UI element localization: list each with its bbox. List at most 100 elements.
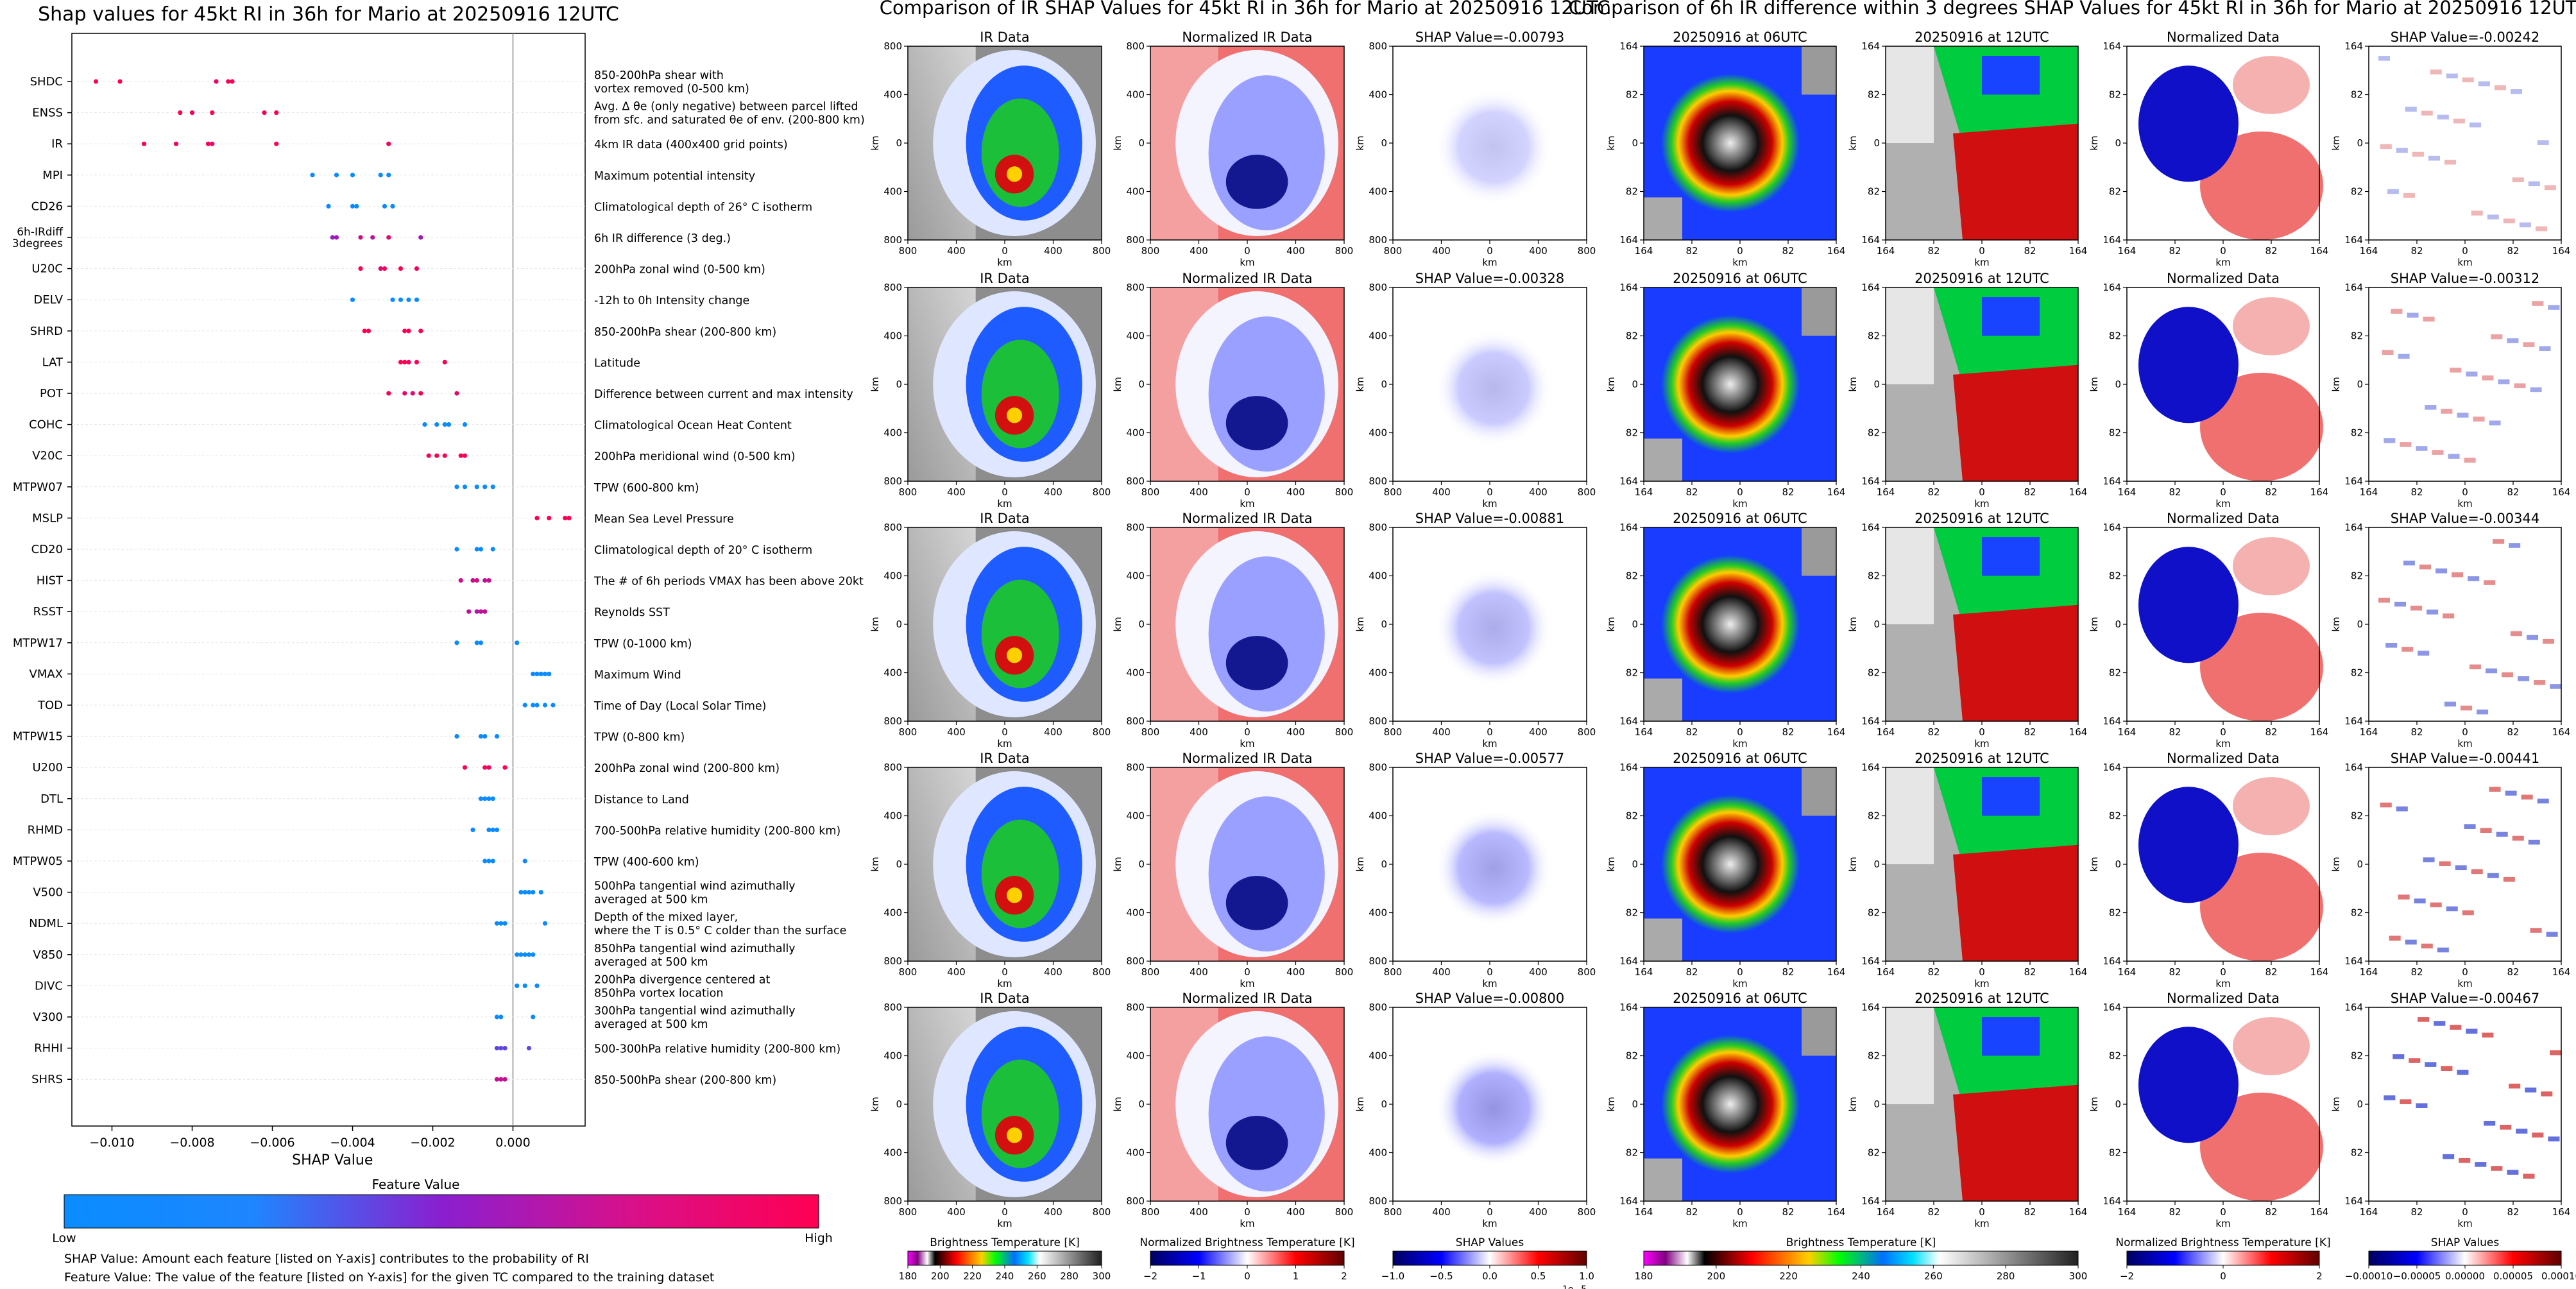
shap-point (499, 921, 504, 926)
ir-norm-colorbar-tick-label: 2 (1341, 1270, 1347, 1282)
x-tick-label: 400 (1044, 245, 1062, 257)
x-axis-label: km (1732, 978, 1747, 989)
shap-field-speck (2453, 118, 2465, 124)
shap-field-speck (2378, 597, 2390, 603)
x-tick-label: 0 (2220, 726, 2226, 738)
x-tick-label: 82 (1782, 486, 1794, 498)
shap-field-speck (2519, 222, 2531, 228)
feature-description: 850-200hPa shear (200-800 km) (594, 326, 776, 339)
feature-name: V20C (32, 449, 63, 463)
shap-field-speck (2446, 73, 2458, 79)
y-axis-label: km (1354, 377, 1366, 391)
x-tick-label: 800 (1141, 726, 1160, 738)
field-eye (1007, 887, 1023, 903)
y-tick-label: 400 (1126, 907, 1145, 919)
note-feature-value: Feature Value: The value of the feature … (64, 1270, 714, 1285)
x-tick-label: 400 (1286, 245, 1305, 257)
x-tick-label: 800 (1384, 486, 1403, 498)
ir-bt-colorbar-tick-label: 260 (1028, 1270, 1046, 1282)
shap-field-speck (2378, 56, 2390, 61)
y-tick-label: 164 (1861, 1195, 1880, 1207)
y-tick-label: 800 (1126, 1195, 1145, 1207)
irdiff-06utc-title: 20250916 at 06UTC (1673, 30, 1807, 45)
x-tick-label: 0 (1487, 966, 1493, 978)
y-axis-label: km (1354, 135, 1366, 150)
y-tick-label: 82 (2109, 667, 2121, 679)
y-axis-label: km (2330, 617, 2342, 631)
y-tick-label: 164 (1861, 40, 1880, 52)
shap-point (482, 858, 488, 864)
x-axis-label: km (2215, 978, 2230, 989)
shap-field-speck (2434, 1021, 2446, 1026)
y-axis-label: km (869, 135, 881, 150)
x-tick-label: 400 (947, 486, 966, 498)
field-band (1982, 297, 2040, 336)
shap-field-speck (2535, 226, 2547, 232)
y-axis-label: km (1847, 377, 1859, 391)
x-tick-label: 800 (1335, 726, 1354, 738)
y-tick-label: 164 (1619, 522, 1638, 533)
shap-point (462, 765, 468, 770)
y-tick-label: 800 (883, 715, 902, 727)
shap-point (402, 359, 407, 365)
shap-field-speck (2528, 181, 2540, 187)
feature-name: DIVC (35, 979, 63, 993)
shap-field-speck (2419, 564, 2432, 570)
shap-field-speck (2527, 635, 2539, 640)
x-tick-label: 400 (1432, 966, 1451, 978)
y-tick-label: 164 (1619, 1002, 1638, 1013)
y-tick-label: 0 (1138, 379, 1145, 390)
y-tick-label: 800 (1369, 234, 1387, 246)
shap-point (482, 734, 488, 739)
shap-field-speck (2509, 543, 2521, 548)
x-tick-label: 0 (1737, 726, 1743, 738)
shap-field-speck (2428, 155, 2440, 161)
x-tick-label: 82 (1685, 245, 1698, 257)
shap-point (478, 547, 484, 552)
x-tick-label: 0 (1002, 1206, 1008, 1218)
field-eye (1661, 74, 1800, 212)
shap-point (262, 110, 267, 115)
shap-field-speck (2550, 684, 2562, 689)
x-tick-label: 82 (2169, 726, 2181, 738)
y-axis-label: km (1112, 377, 1123, 391)
shap-point (531, 890, 536, 895)
feature-name: SHRS (31, 1073, 63, 1086)
feature-name: LAT (42, 355, 64, 369)
feature-name: DELV (33, 293, 63, 307)
x-tick-label: 800 (1093, 245, 1111, 257)
x-tick-label: 0 (1737, 486, 1743, 498)
x-tick-label: −0.004 (330, 1136, 375, 1150)
feature-description: averaged at 500 km (594, 1018, 708, 1031)
shap-point (534, 515, 540, 521)
y-tick-label: 82 (2351, 330, 2363, 342)
y-tick-label: 400 (1126, 667, 1145, 679)
shap-point (486, 827, 491, 832)
x-tick-label: 400 (1286, 486, 1305, 498)
feature-description: from sfc. and saturated θe of env. (200-… (594, 114, 865, 127)
x-tick-label: 82 (2410, 486, 2423, 498)
y-tick-label: 164 (2344, 955, 2363, 967)
x-tick-label: 82 (2169, 486, 2181, 498)
x-tick-label: 82 (2410, 1206, 2423, 1218)
shap-field-speck (2469, 664, 2481, 670)
y-tick-label: 164 (1619, 40, 1638, 52)
shap-point (499, 1046, 504, 1051)
shap-point (494, 1046, 500, 1051)
irdiff-bt-colorbar-tick-label: 220 (1779, 1270, 1798, 1282)
shap-field-speck (2530, 928, 2542, 933)
shap-field-blob (1435, 89, 1552, 205)
ir-bt-colorbar-tick-label: 280 (1060, 1270, 1079, 1282)
shap-field-speck (2459, 1157, 2471, 1163)
shap-field-speck (2450, 1025, 2462, 1030)
shap-point (534, 703, 540, 708)
x-axis-label: km (2457, 257, 2472, 268)
shap-point (414, 297, 420, 302)
y-tick-label: 82 (1868, 186, 1880, 198)
shap-field-speck (2534, 680, 2546, 685)
shap-point (478, 609, 484, 614)
shap-field-speck (2544, 185, 2556, 191)
feature-name: RSST (33, 605, 64, 619)
shap-point (470, 827, 475, 832)
feature-description: Time of Day (Local Solar Time) (593, 700, 767, 713)
